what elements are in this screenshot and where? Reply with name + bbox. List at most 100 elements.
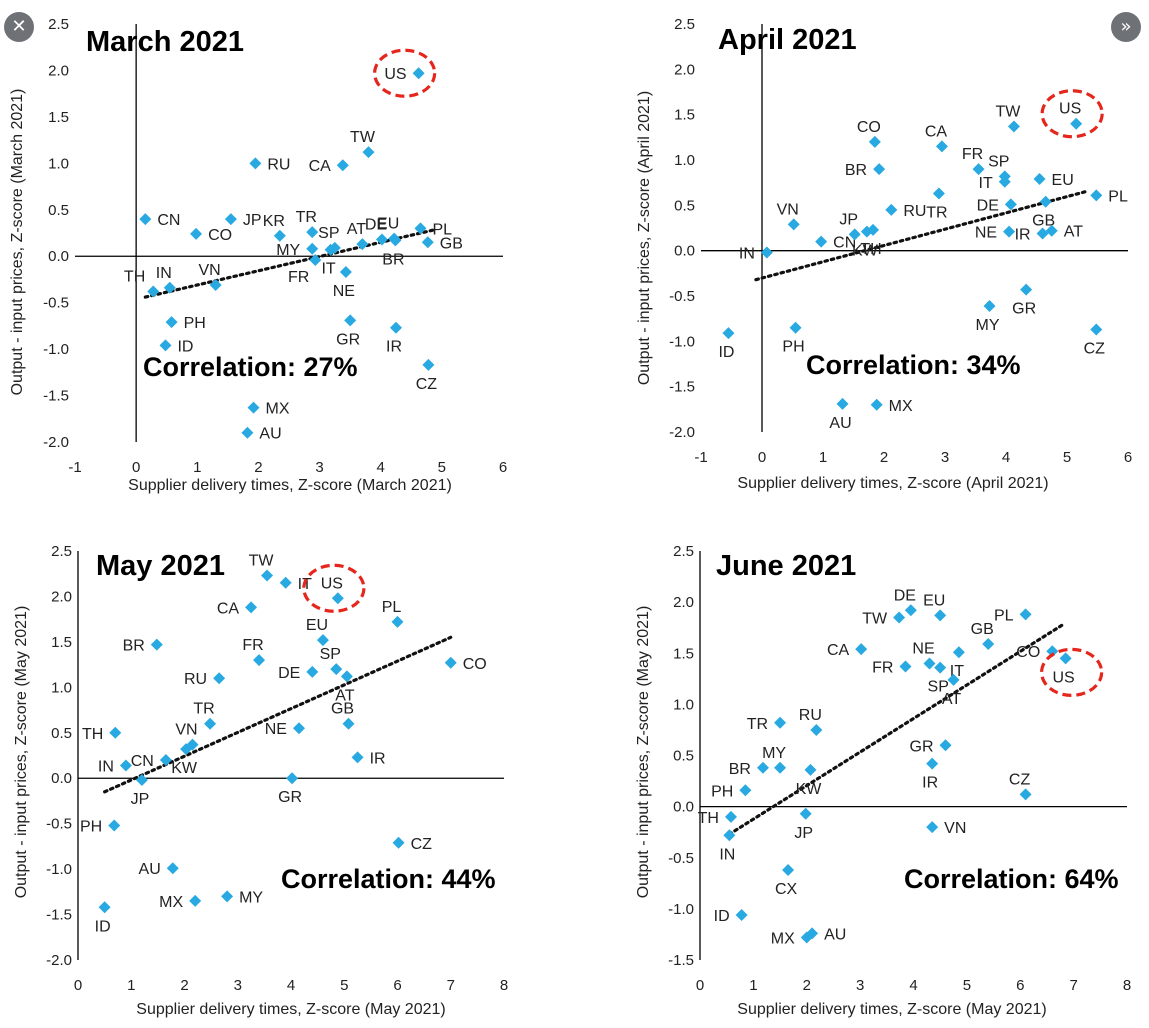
point-in (723, 829, 736, 842)
highlight-circle (302, 563, 366, 613)
scatter-chart-3: 0 1 2 3 4 5 6 7 8 2.5 2.0 1.5 1.0 0.5 0.0 -0.5 -1.0 -1.5 -… (13, 543, 508, 1018)
point-label: CA (925, 123, 948, 140)
point-label: GR (336, 331, 360, 348)
point-de (306, 665, 319, 678)
point-label: KR (263, 213, 285, 230)
point-label: SP (928, 679, 949, 696)
x-tick-label: 1 (749, 977, 757, 994)
y-tick-label: 0.5 (673, 748, 694, 765)
point-label: GR (278, 789, 302, 806)
point-fr (899, 660, 912, 673)
x-tick-label: 3 (856, 977, 864, 994)
correlation-annotation: Correlation: 44% (281, 864, 496, 894)
point-kr (273, 229, 286, 242)
x-tick-label: 0 (74, 977, 82, 994)
y-tick-label: 2.0 (51, 588, 72, 605)
point-label: VN (777, 201, 799, 218)
x-tick-label: 6 (393, 977, 401, 994)
y-tick-label: 1.5 (674, 107, 695, 124)
y-tick-label: -1.0 (43, 341, 69, 358)
point-gb (342, 717, 355, 730)
x-tick-label: 2 (803, 977, 811, 994)
point-th (109, 726, 122, 739)
x-axis-title: Supplier delivery times, Z-score (May 20… (136, 1001, 445, 1018)
point-in (163, 281, 176, 294)
point-cn (815, 235, 828, 248)
point-label: RU (184, 671, 207, 688)
y-tick-label: -2.0 (43, 434, 69, 451)
y-tick-label: -0.5 (669, 288, 695, 305)
y-tick-label: -1.5 (46, 907, 72, 924)
point-label: KW (852, 243, 879, 260)
y-tick-label: 1.5 (48, 109, 69, 126)
correlation-annotation: Correlation: 64% (904, 864, 1119, 894)
x-tick-label: 2 (180, 977, 188, 994)
y-tick-label: 1.0 (674, 152, 695, 169)
x-tick-label: 4 (287, 977, 295, 994)
point-ne (923, 657, 936, 670)
point-co (1046, 645, 1059, 658)
y-tick-label: 0.0 (51, 770, 72, 787)
point-ir (926, 757, 939, 770)
point-br (873, 163, 886, 176)
point-label: GR (1012, 301, 1036, 318)
point-label: VN (175, 722, 197, 739)
point-in (119, 759, 132, 772)
point-label: NE (333, 283, 355, 300)
point-label: IT (321, 261, 335, 278)
y-axis-title: Output - input prices, Z-score (March 20… (9, 89, 26, 396)
point-ru (810, 723, 823, 736)
close-icon[interactable]: ✕ (4, 12, 34, 42)
chart-title: March 2021 (86, 26, 244, 58)
x-tick-label: 2 (254, 459, 262, 476)
y-tick-label: 2.5 (48, 16, 69, 33)
point-label: DE (977, 197, 999, 214)
y-tick-label: 1.5 (673, 645, 694, 662)
point-ca (855, 643, 868, 656)
point-ru (213, 672, 226, 685)
point-label: CX (775, 881, 798, 898)
point-de (375, 233, 388, 246)
point-kw (180, 743, 193, 756)
point-label: CN (157, 212, 180, 229)
point-label: GB (331, 701, 354, 718)
x-tick-label: -1 (694, 449, 707, 466)
point-jp (135, 774, 148, 787)
point-label: CA (309, 158, 332, 175)
point-au (836, 397, 849, 410)
point-label: TW (995, 103, 1021, 120)
point-label: CN (131, 753, 154, 770)
point-label: CN (833, 235, 856, 252)
x-axis-title: Supplier delivery times, Z-score (April … (737, 475, 1048, 492)
x-tick-label: 0 (132, 459, 140, 476)
point-ir (1036, 227, 1049, 240)
point-tr (306, 226, 319, 239)
point-ne (1003, 225, 1016, 238)
x-tick-label: 8 (500, 977, 508, 994)
highlight-circle (373, 48, 437, 98)
point-label: AT (347, 221, 366, 238)
point-label: RU (903, 203, 926, 220)
chart-title: May 2021 (96, 550, 225, 582)
point-in (760, 246, 773, 259)
point-label: MX (266, 401, 290, 418)
point-fr (972, 163, 985, 176)
point-ru (885, 203, 898, 216)
point-label: VN (199, 262, 221, 279)
point-pl (1019, 608, 1032, 621)
x-tick-label: -1 (68, 459, 81, 476)
next-chevron-icon[interactable]: » (1111, 12, 1141, 42)
point-label: KW (171, 760, 198, 777)
point-label: US (1059, 101, 1081, 118)
point-gr (286, 772, 299, 785)
point-pl (391, 615, 404, 628)
point-vn (787, 218, 800, 231)
point-label: FR (288, 269, 309, 286)
point-tw (362, 146, 375, 159)
point-us (412, 67, 425, 80)
point-sp (934, 661, 947, 674)
y-tick-label: -2.0 (46, 952, 72, 969)
x-tick-label: 6 (499, 459, 507, 476)
point-label: MY (239, 889, 263, 906)
point-label: US (321, 575, 343, 592)
